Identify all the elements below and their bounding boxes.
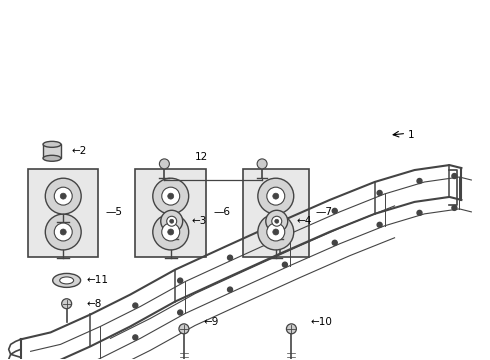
Circle shape xyxy=(153,214,189,250)
Circle shape xyxy=(168,229,174,235)
Text: 1: 1 xyxy=(408,130,415,140)
Circle shape xyxy=(332,240,337,245)
Circle shape xyxy=(282,262,287,267)
Circle shape xyxy=(162,187,180,205)
Circle shape xyxy=(227,255,233,260)
Circle shape xyxy=(179,324,189,334)
Text: ←9: ←9 xyxy=(203,317,219,327)
Circle shape xyxy=(170,219,173,223)
Circle shape xyxy=(153,178,189,214)
Text: ←8: ←8 xyxy=(86,299,101,309)
Circle shape xyxy=(267,223,285,241)
Text: ←4: ←4 xyxy=(296,216,312,226)
Circle shape xyxy=(227,287,233,292)
Circle shape xyxy=(133,335,138,340)
Circle shape xyxy=(45,178,81,214)
Bar xyxy=(135,169,206,257)
Text: ←11: ←11 xyxy=(86,275,108,285)
Text: ←3: ←3 xyxy=(191,216,207,226)
Text: ←2: ←2 xyxy=(72,146,87,156)
Circle shape xyxy=(266,210,288,232)
Circle shape xyxy=(267,187,285,205)
Circle shape xyxy=(168,193,174,199)
Circle shape xyxy=(332,208,337,213)
Circle shape xyxy=(417,210,422,215)
Text: —6: —6 xyxy=(213,207,230,217)
Circle shape xyxy=(178,278,183,283)
Ellipse shape xyxy=(43,141,61,147)
Circle shape xyxy=(377,222,382,227)
Text: —7: —7 xyxy=(316,207,333,217)
Text: ←10: ←10 xyxy=(311,317,333,327)
Circle shape xyxy=(133,303,138,308)
Circle shape xyxy=(275,219,279,223)
Circle shape xyxy=(167,216,177,226)
Circle shape xyxy=(282,230,287,235)
Circle shape xyxy=(452,174,457,179)
Circle shape xyxy=(54,187,72,205)
Circle shape xyxy=(273,193,279,199)
Ellipse shape xyxy=(60,277,74,284)
Text: —5: —5 xyxy=(106,207,123,217)
Circle shape xyxy=(159,159,170,169)
Circle shape xyxy=(54,223,72,241)
Ellipse shape xyxy=(43,155,61,161)
Circle shape xyxy=(60,229,66,235)
Bar xyxy=(243,169,309,257)
Circle shape xyxy=(258,178,294,214)
Circle shape xyxy=(287,324,296,334)
Bar xyxy=(43,144,61,158)
Circle shape xyxy=(60,193,66,199)
Bar xyxy=(27,169,98,257)
Circle shape xyxy=(417,179,422,184)
Circle shape xyxy=(161,210,183,232)
Ellipse shape xyxy=(53,274,81,287)
Circle shape xyxy=(178,310,183,315)
Circle shape xyxy=(62,299,72,309)
Circle shape xyxy=(258,214,294,250)
Circle shape xyxy=(45,214,81,250)
Circle shape xyxy=(377,190,382,195)
Circle shape xyxy=(257,159,267,169)
Circle shape xyxy=(272,216,282,226)
Text: 12: 12 xyxy=(195,152,208,162)
Circle shape xyxy=(273,229,279,235)
Circle shape xyxy=(452,206,457,210)
Circle shape xyxy=(162,223,180,241)
